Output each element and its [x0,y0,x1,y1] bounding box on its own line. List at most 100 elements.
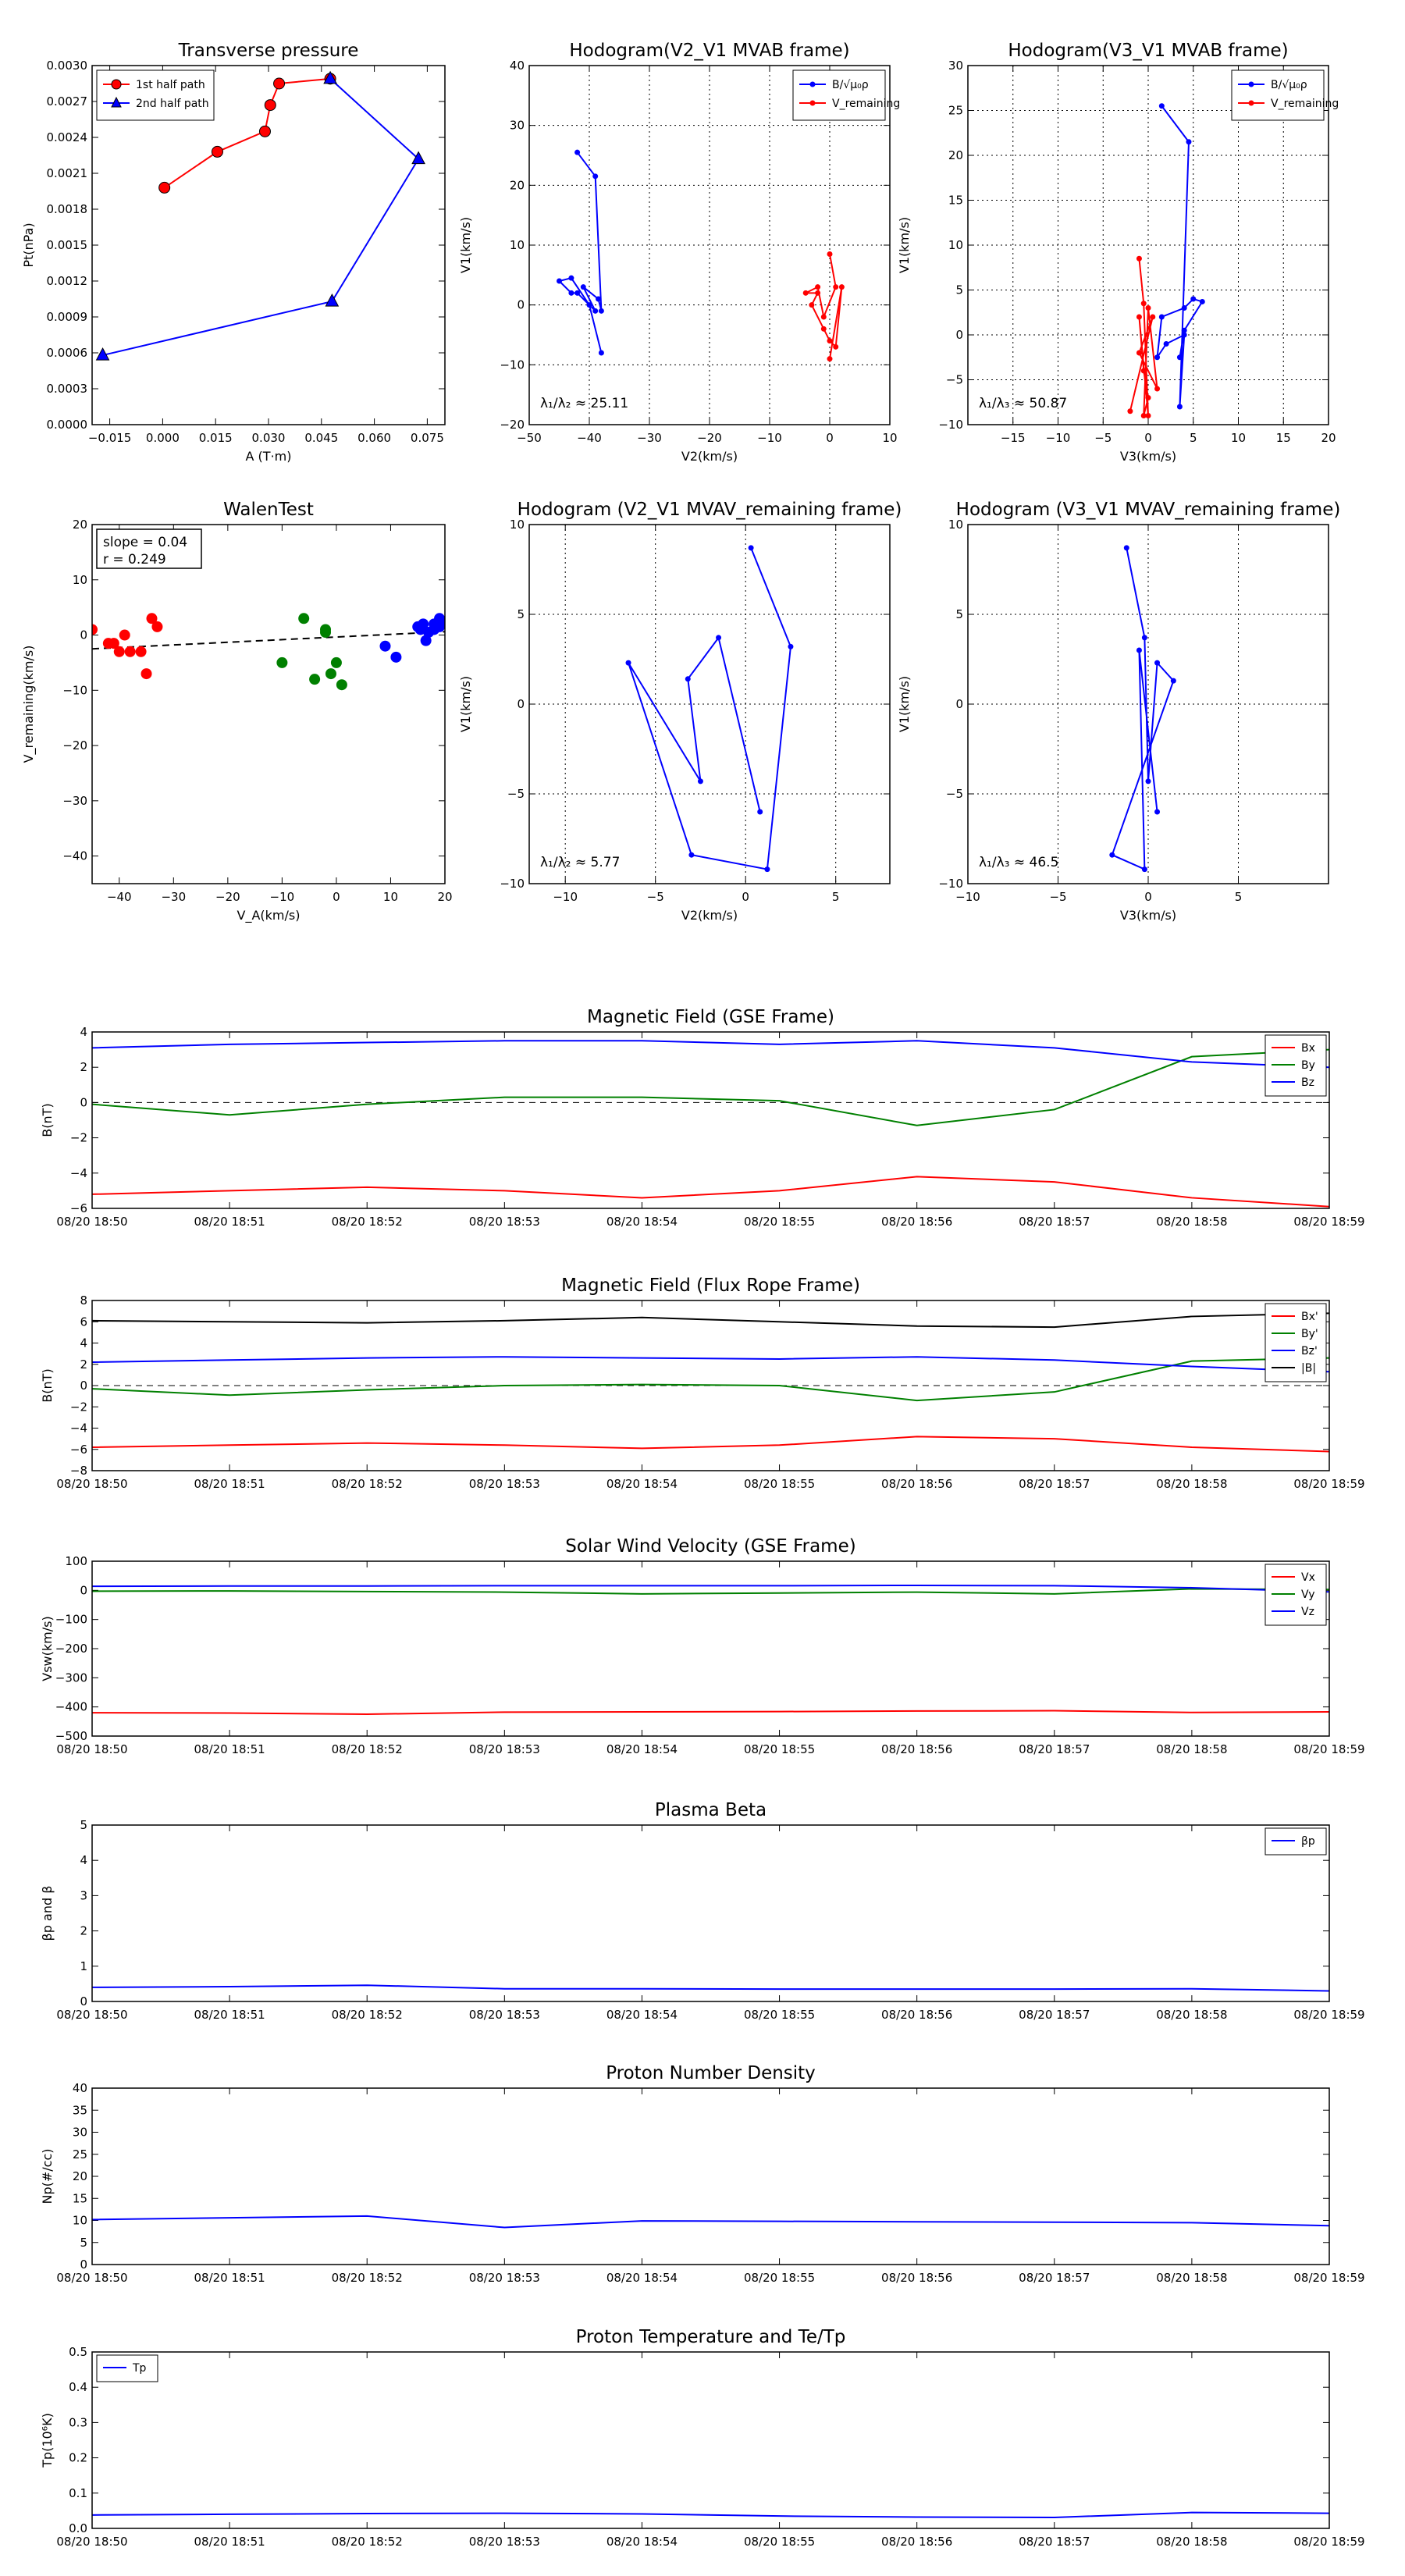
y-axis-label: V_remaining(km/s) [21,646,37,763]
plot-data [557,149,845,362]
x-axis-label: A (T·m) [246,449,292,464]
data-point [113,646,125,657]
plot-frame [528,524,891,884]
y-tick-label: 0 [80,2258,87,2272]
data-point [815,284,821,290]
data-point [827,356,833,362]
data-point [336,679,347,691]
time-tick-label: 08/20 18:58 [1156,1477,1227,1491]
x-tick-label: −20 [697,431,722,445]
eigenvalue-ratio-annotation: λ₁/λ₃ ≈ 50.87 [979,396,1067,411]
y-tick-label: 8 [80,1293,87,1308]
y-tick-label: 5 [80,2236,87,2250]
series-line-3 [91,1312,1330,1329]
x-tick-label: 20 [437,890,452,904]
y-axis-label: Tp(10⁶K) [40,2413,55,2468]
data-point [586,302,592,308]
data-point [1154,354,1161,361]
data-point [838,284,845,290]
data-point [833,284,839,290]
y-tick-label: 30 [948,59,963,73]
y-tick-label: 10 [948,238,963,252]
data-point [330,656,342,668]
time-tick-label: 08/20 18:51 [194,2008,265,2022]
series-line-1 [1129,258,1158,416]
plot-frame [91,1300,1330,1471]
x-tick-label: 5 [1190,431,1197,445]
data-point [1141,866,1147,873]
legend-label: B/√μ₀ρ [832,79,869,91]
y-tick-label: 0 [80,1583,87,1597]
data-point [697,778,703,785]
y-tick-label: −4 [70,1166,87,1180]
legend-box [792,69,886,121]
time-tick-label: 08/20 18:54 [606,2008,678,2022]
time-tick-label: 08/20 18:54 [606,1477,678,1491]
y-tick-label: 10 [73,573,87,587]
legend-box [96,69,215,121]
data-point [1176,404,1183,410]
time-tick-label: 08/20 18:55 [744,1477,815,1491]
y-axis-label: B(nT) [40,1368,55,1402]
time-tick-label: 08/20 18:55 [744,1742,815,1756]
chart-title: Hodogram(V3_V1 MVAB frame) [1008,41,1288,61]
time-tick-label: 08/20 18:50 [56,2008,127,2022]
series-line-0 [91,2215,1330,2229]
data-point [92,624,98,635]
y-axis-label: V1(km/s) [458,676,473,732]
time-tick-label: 08/20 18:59 [1293,1742,1364,1756]
x-tick-label: 5 [1235,890,1243,904]
time-tick-label: 08/20 18:59 [1293,2535,1364,2549]
y-tick-label: 0.0030 [47,59,88,73]
time-tick-label: 08/20 18:57 [1019,2271,1090,2285]
y-tick-label: 25 [73,2147,87,2161]
y-tick-label: −400 [55,1700,87,1714]
data-point [809,302,815,308]
y-axis-label: Np(#/cc) [40,2149,55,2204]
data-point [574,149,581,155]
x-tick-label: −10 [1046,431,1071,445]
series-line-0 [557,151,603,354]
stats-line: slope = 0.04 [103,535,187,550]
data-point [688,852,695,858]
data-point [135,646,147,657]
time-tick-label: 08/20 18:56 [881,2008,952,2022]
x-tick-label: −40 [577,431,602,445]
y-tick-label: 5 [955,607,963,621]
data-point [258,125,271,137]
time-tick-label: 08/20 18:52 [332,1477,403,1491]
data-point [1145,413,1151,418]
x-tick-label: −5 [1049,890,1066,904]
fit-line [92,631,445,650]
eigenvalue-ratio-annotation: λ₁/λ₃ ≈ 46.5 [979,855,1058,870]
plot-data [1127,103,1205,418]
y-tick-label: 15 [73,2191,87,2205]
legend-label: 1st half path [136,79,205,91]
time-tick-label: 08/20 18:56 [881,2535,952,2549]
data-point [1181,305,1187,311]
data-point [323,70,337,84]
y-tick-label: 0.0006 [47,346,88,360]
y-tick-label: 0 [955,697,963,711]
data-point [592,308,599,314]
data-point [596,296,602,302]
y-tick-label: 1 [80,1959,87,1973]
y-tick-label: −6 [70,1443,87,1457]
plot-frame [91,2351,1330,2529]
x-tick-label: −10 [270,890,295,904]
data-point [1170,678,1176,684]
stats-line: r = 0.249 [103,552,166,568]
time-tick-label: 08/20 18:55 [744,2271,815,2285]
data-point [1145,305,1151,311]
data-point [557,278,562,284]
x-tick-label: 0 [1144,890,1152,904]
y-tick-label: 0.0015 [47,238,88,252]
time-tick-label: 08/20 18:53 [469,2535,540,2549]
time-tick-label: 08/20 18:59 [1293,1477,1364,1491]
series-line-1 [91,1588,1330,1595]
y-tick-label: 10 [948,518,963,532]
y-tick-label: 100 [65,1554,87,1568]
data-point [1136,255,1142,262]
data-point [748,545,754,551]
data-point [1186,139,1192,145]
